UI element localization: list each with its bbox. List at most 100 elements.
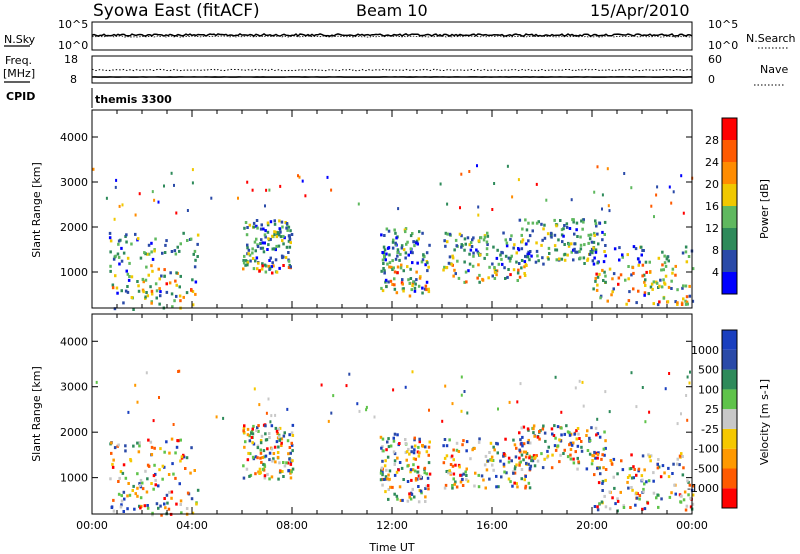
scatter-cell xyxy=(416,465,420,469)
scatter-cell xyxy=(287,266,291,269)
scatter-cell xyxy=(160,513,163,517)
scatter-cell xyxy=(154,282,158,286)
freq-left-tick-bottom: 8 xyxy=(70,73,77,86)
scatter-cell xyxy=(545,456,549,460)
scatter-cell-sparse xyxy=(477,213,480,217)
scatter-cell xyxy=(399,252,402,256)
scatter-cell xyxy=(393,462,396,466)
scatter-cell xyxy=(427,290,431,294)
scatter-cell xyxy=(126,285,129,288)
scatter-cell xyxy=(281,239,284,243)
scatter-cell xyxy=(380,446,383,450)
scatter-cell-sparse xyxy=(304,194,307,198)
freq-left-tick-top: 18 xyxy=(64,53,78,66)
scatter-cell-sparse xyxy=(114,185,117,189)
scatter-cell xyxy=(122,490,126,494)
scatter-cell xyxy=(274,258,278,262)
scatter-cell-sparse xyxy=(593,190,596,194)
scatter-cell xyxy=(263,233,267,237)
scatter-cell xyxy=(603,430,606,434)
scatter-cell xyxy=(513,471,517,475)
scatter-cell xyxy=(472,251,475,255)
scatter-cell xyxy=(173,249,177,253)
scatter-cell xyxy=(144,278,148,282)
scatter-cell xyxy=(687,255,691,258)
scatter-cell xyxy=(622,504,625,508)
scatter-cell xyxy=(609,459,612,462)
scatter-cell xyxy=(146,477,149,481)
scatter-cell xyxy=(262,449,266,453)
scatter-cell xyxy=(532,454,536,458)
scatter-cell xyxy=(494,271,497,274)
scatter-cell xyxy=(486,234,490,238)
scatter-cell-sparse xyxy=(680,412,682,416)
scatter-cell xyxy=(445,266,449,269)
scatter-cell xyxy=(468,262,472,266)
scatter-cell xyxy=(450,262,453,266)
scatter-cell xyxy=(473,484,476,488)
scatter-cell xyxy=(632,245,636,249)
scatter-cell xyxy=(161,251,164,255)
scatter-cell xyxy=(560,228,564,232)
scatter-cell xyxy=(249,259,252,263)
scatter-cell xyxy=(112,257,116,261)
scatter-cell xyxy=(523,260,527,264)
scatter-cell xyxy=(617,276,621,280)
scatter-cell xyxy=(509,273,512,277)
scatter-cell xyxy=(662,268,665,272)
scatter-cell xyxy=(641,454,645,458)
scatter-cell xyxy=(396,265,400,269)
noise-left-tick-top: 10^5 xyxy=(58,18,88,31)
scatter-cell-sparse xyxy=(630,371,633,375)
scatter-cell xyxy=(193,249,197,253)
scatter-cell xyxy=(132,444,135,448)
scatter-cell xyxy=(275,235,279,239)
scatter-cell xyxy=(561,240,564,244)
scatter-cell xyxy=(637,257,640,261)
scatter-cell xyxy=(382,449,385,453)
scatter-cell xyxy=(483,234,487,238)
scatter-cell xyxy=(684,245,688,249)
scatter-cell xyxy=(655,496,658,500)
scatter-cell xyxy=(290,470,293,474)
velocity-colorbar-tick: -100 xyxy=(694,443,719,456)
scatter-cell xyxy=(601,238,604,242)
scatter-cell xyxy=(381,289,385,293)
scatter-cell xyxy=(256,226,259,230)
scatter-cell xyxy=(588,452,592,456)
scatter-cell xyxy=(144,295,147,299)
scatter-cell xyxy=(547,257,550,261)
scatter-cell xyxy=(262,250,266,254)
scatter-cell xyxy=(390,265,393,269)
scatter-cell xyxy=(601,481,604,485)
scatter-cell xyxy=(289,241,292,245)
scatter-cell xyxy=(393,277,396,281)
x-tick-label: 20:00 xyxy=(576,519,608,532)
scatter-cell xyxy=(531,229,534,233)
scatter-cell xyxy=(164,243,167,247)
scatter-cell xyxy=(485,240,489,244)
scatter-cell xyxy=(570,242,573,246)
scatter-cell xyxy=(640,253,643,257)
noise-right-tick-top: 10^5 xyxy=(708,18,738,31)
scatter-cell xyxy=(389,279,393,283)
scatter-cell-sparse xyxy=(493,182,496,185)
scatter-cell xyxy=(479,236,483,240)
scatter-cell-sparse xyxy=(554,375,557,379)
scatter-cell xyxy=(170,292,174,296)
scatter-cell xyxy=(141,487,145,491)
scatter-cell xyxy=(276,455,280,459)
scatter-cell xyxy=(136,441,139,445)
scatter-cell xyxy=(275,244,278,248)
scatter-cell xyxy=(126,290,130,294)
scatter-cell xyxy=(137,450,141,454)
scatter-cell xyxy=(523,274,527,277)
velocity-panel-bg xyxy=(92,314,692,514)
scatter-cell xyxy=(544,439,547,443)
scatter-cell xyxy=(470,245,474,248)
scatter-cell xyxy=(647,453,650,457)
scatter-cell xyxy=(174,451,177,455)
scatter-cell xyxy=(563,432,566,436)
scatter-cell xyxy=(594,250,598,254)
x-tick-label: 00:00 xyxy=(676,519,708,532)
